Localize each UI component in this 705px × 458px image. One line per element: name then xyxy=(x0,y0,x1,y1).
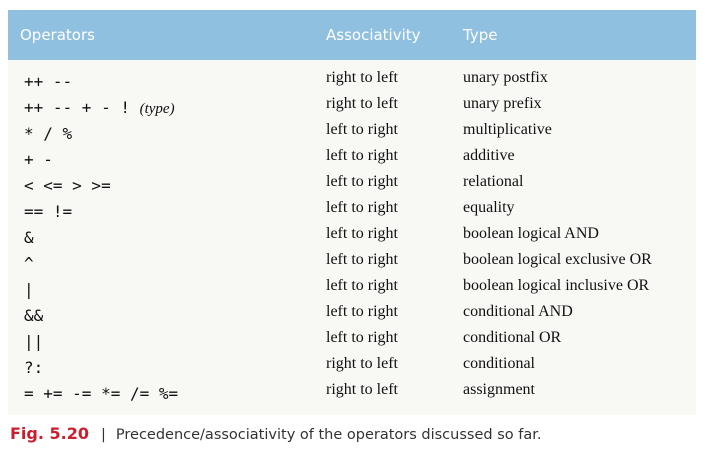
associativity-cell: left to right xyxy=(326,277,398,294)
type-cell: unary prefix xyxy=(463,95,542,112)
operator-precedence-table: Operators Associativity Type ++ -- right … xyxy=(8,10,696,415)
type-cell: unary postfix xyxy=(463,69,548,86)
operators-text: ?: xyxy=(24,358,44,377)
table-row: & left to right boolean logical AND xyxy=(8,222,696,248)
operators-cell: & xyxy=(24,228,34,247)
type-cell: additive xyxy=(463,147,515,164)
operators-text: < <= > >= xyxy=(24,176,111,195)
operators-text: ++ -- xyxy=(24,72,73,91)
associativity-cell: left to right xyxy=(326,329,398,346)
type-cell: relational xyxy=(463,173,524,190)
associativity-cell: left to right xyxy=(326,225,398,242)
operators-cell: == != xyxy=(24,202,72,221)
table-row: | left to right boolean logical inclusive … xyxy=(8,274,696,300)
operators-italic-text: (type) xyxy=(139,101,175,117)
operators-text: || xyxy=(24,332,44,351)
associativity-cell: left to right xyxy=(326,251,398,268)
operators-text: ^ xyxy=(24,254,34,273)
header-operators: Operators xyxy=(20,26,95,44)
operators-text: * / % xyxy=(24,124,73,143)
associativity-cell: right to left xyxy=(326,355,398,372)
operators-cell: < <= > >= xyxy=(24,176,111,195)
associativity-cell: right to left xyxy=(326,381,398,398)
type-cell: multiplicative xyxy=(463,121,552,138)
table-row: + - left to right additive xyxy=(8,144,696,170)
type-cell: boolean logical exclusive OR xyxy=(463,251,652,268)
figure-caption: Fig. 5.20 | Precedence/associativity of th… xyxy=(10,424,541,443)
header-associativity: Associativity xyxy=(326,26,421,44)
operators-cell: ?: xyxy=(24,358,43,377)
associativity-cell: right to left xyxy=(326,95,398,112)
caption-text: Precedence/associativity of the operator… xyxy=(115,427,542,443)
type-cell: boolean logical inclusive OR xyxy=(463,277,650,294)
operators-text: == != xyxy=(24,202,73,221)
operators-cell: && xyxy=(24,306,43,325)
table-header: Operators Associativity Type xyxy=(8,10,696,60)
associativity-cell: left to right xyxy=(326,173,398,190)
operators-text: + - xyxy=(24,150,53,169)
type-cell: assignment xyxy=(463,381,535,398)
associativity-cell: right to left xyxy=(326,69,398,86)
table-row: ++ -- + - ! (type) right to left unary pre… xyxy=(8,92,696,118)
operators-cell: = += -= *= /= %= xyxy=(24,384,178,403)
operators-cell: ++ -- xyxy=(24,72,72,91)
caption-separator: | xyxy=(101,427,106,443)
operators-text: && xyxy=(24,306,44,325)
associativity-cell: left to right xyxy=(326,199,398,216)
operators-text: = += -= *= /= %= xyxy=(24,384,179,403)
header-type: Type xyxy=(463,26,498,44)
table-row: ^ left to right boolean logical exclusive … xyxy=(8,248,696,274)
table-row: ?: right to left conditional xyxy=(8,352,696,378)
table-row: * / % left to right multiplicative xyxy=(8,118,696,144)
operators-cell: ^ xyxy=(24,254,34,273)
operators-cell: ++ -- + - ! (type) xyxy=(24,98,175,118)
table-row: = += -= *= /= %= right to left assignment xyxy=(8,378,696,404)
associativity-cell: left to right xyxy=(326,147,398,164)
operators-text: | xyxy=(24,280,34,299)
associativity-cell: left to right xyxy=(326,121,398,138)
table-body: ++ -- right to left unary postfix ++ -- + -… xyxy=(8,66,696,404)
type-cell: conditional AND xyxy=(463,303,573,320)
associativity-cell: left to right xyxy=(326,303,398,320)
table-row: < <= > >= left to right relational xyxy=(8,170,696,196)
table-row: || left to right conditional OR xyxy=(8,326,696,352)
operators-cell: + - xyxy=(24,150,53,169)
figure-number: Fig. 5.20 xyxy=(10,424,89,443)
operators-cell: | xyxy=(24,280,34,299)
table-row: && left to right conditional AND xyxy=(8,300,696,326)
type-cell: equality xyxy=(463,199,515,216)
operators-text: ++ -- + - ! xyxy=(24,98,140,117)
type-cell: boolean logical AND xyxy=(463,225,599,242)
type-cell: conditional OR xyxy=(463,329,562,346)
type-cell: conditional xyxy=(463,355,535,372)
table-row: == != left to right equality xyxy=(8,196,696,222)
table-row: ++ -- right to left unary postfix xyxy=(8,66,696,92)
operators-text: & xyxy=(24,228,34,247)
operators-cell: * / % xyxy=(24,124,72,143)
operators-cell: || xyxy=(24,332,43,351)
